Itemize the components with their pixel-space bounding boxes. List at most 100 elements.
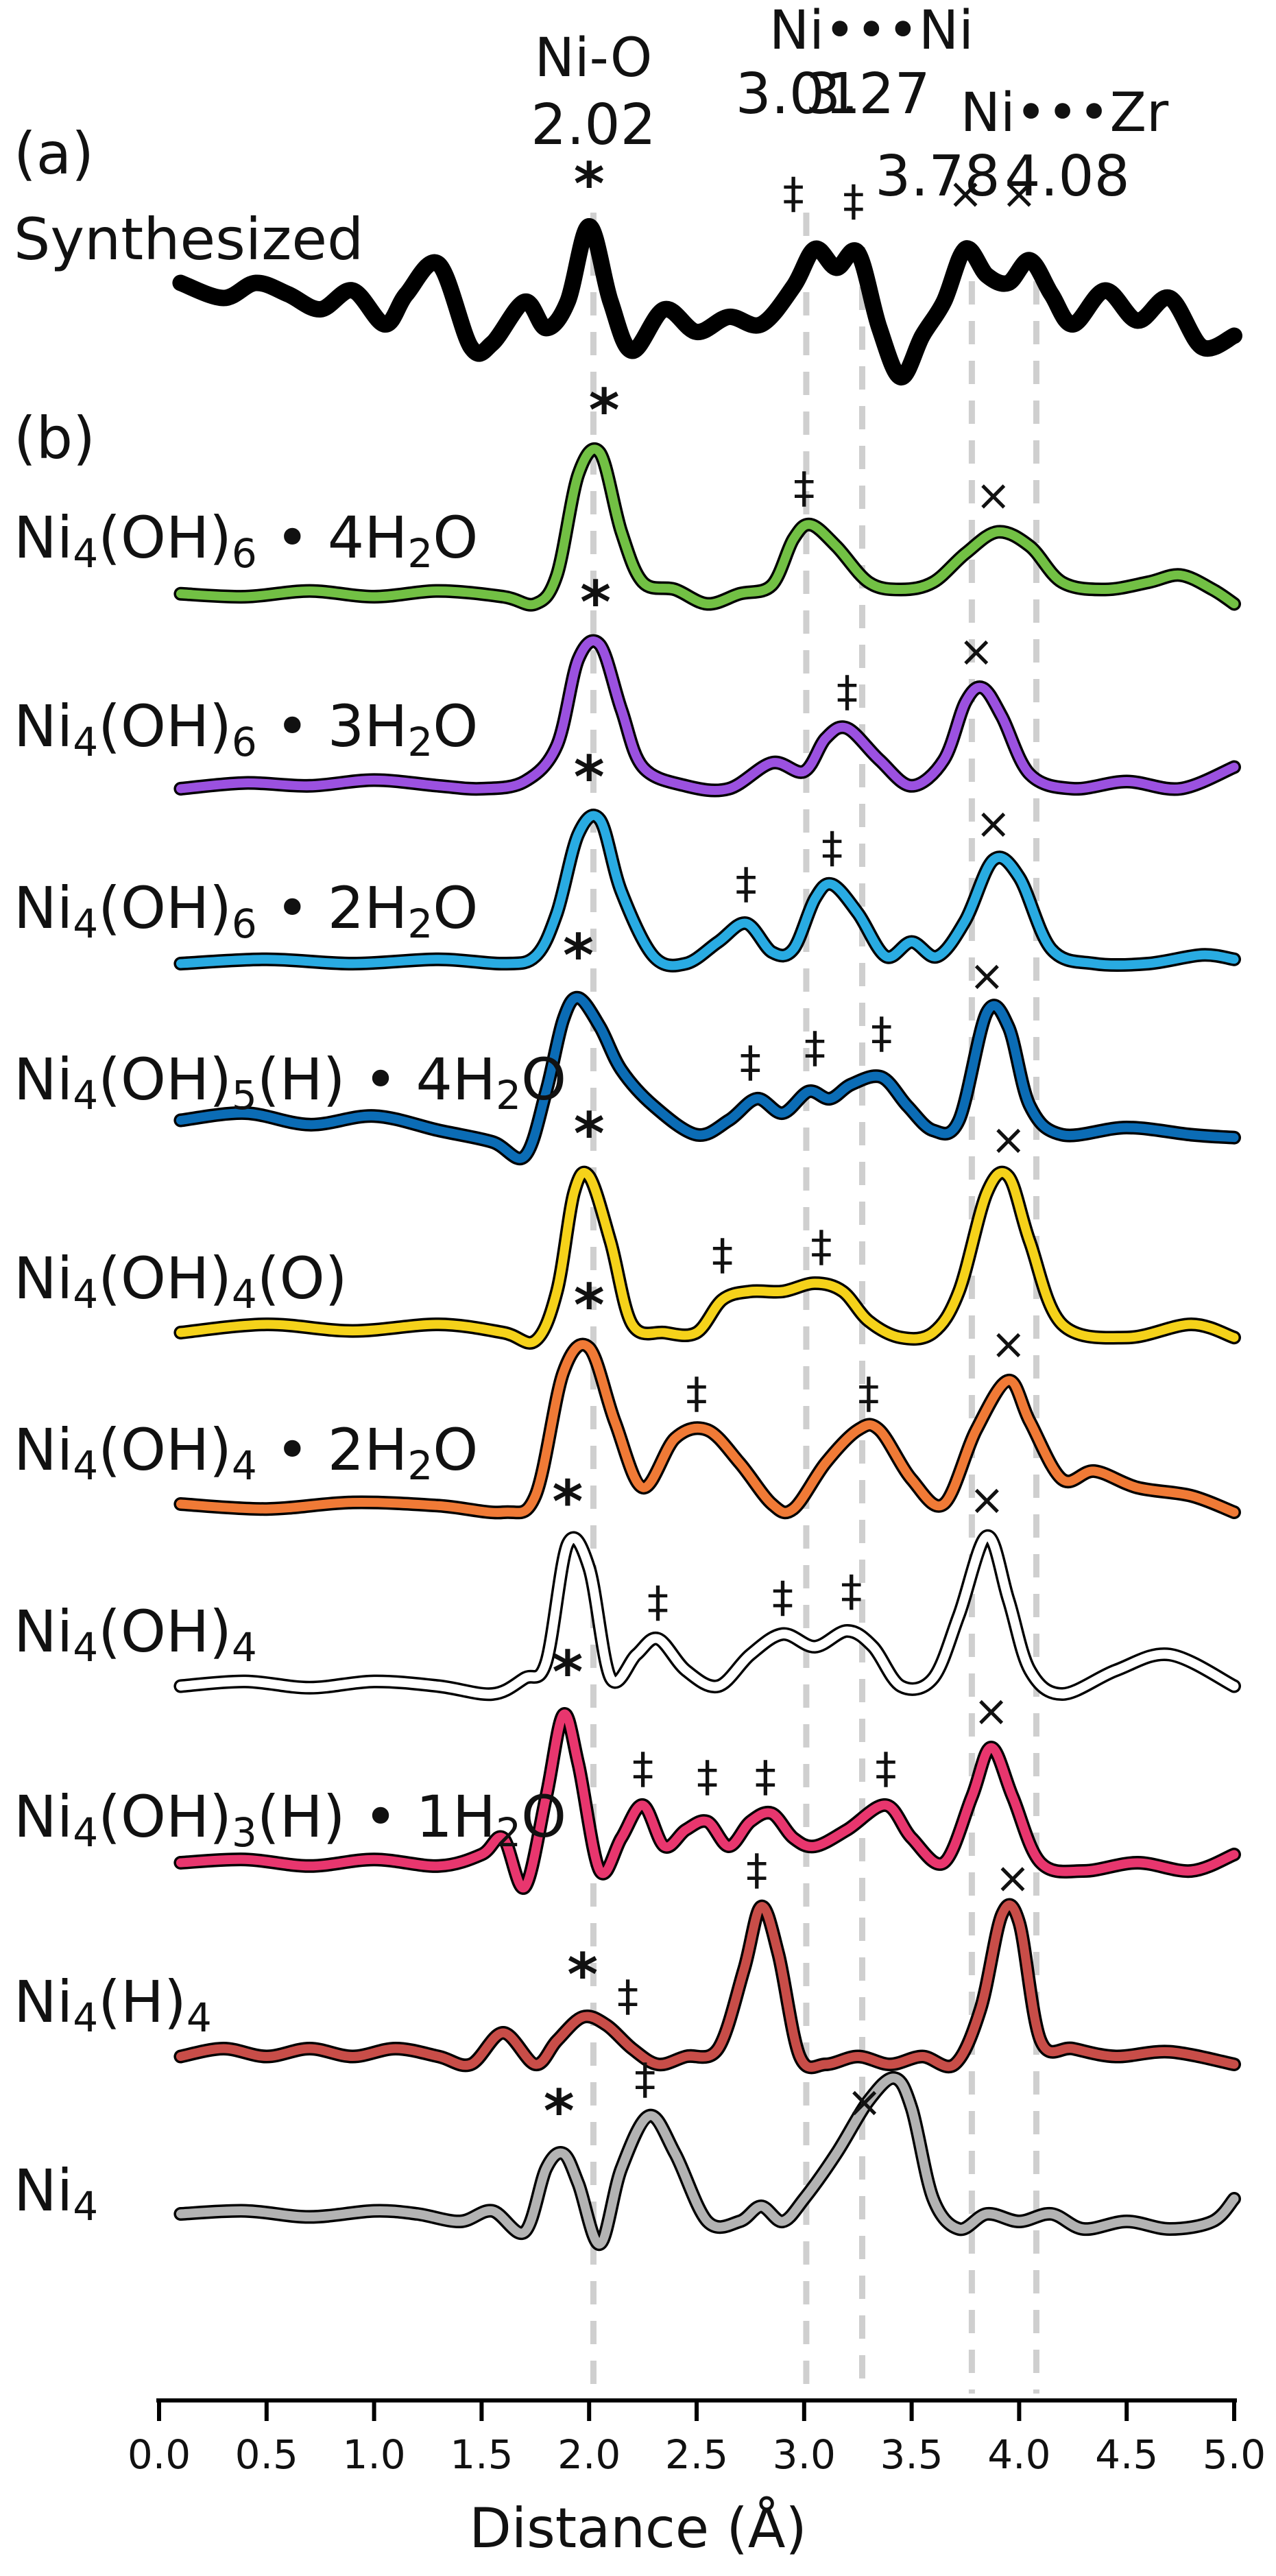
x-axis [156,2398,1237,2421]
marker-ni-o: * [574,1100,605,1169]
marker-ni-zr: × [976,798,1011,848]
marker-ni-ni: ‡ [712,1230,733,1280]
label-text: Ni [14,2157,73,2224]
marker-ni-ni: ‡ [810,1221,832,1272]
marker-ni-zr: × [974,1686,1009,1736]
label-text: • 3H [256,693,408,760]
label-text: O [521,1783,567,1850]
series-label: Ni4(OH)4(O) [14,1245,348,1314]
series-line [176,1709,1239,1893]
series-label-synthesized: Synthesized [14,206,364,273]
label-text: Ni [14,1046,73,1113]
marker-ni-zr: × [1001,169,1037,219]
reference-name: Ni•••Zr [960,82,1169,144]
series-line [176,1168,1239,1348]
marker-ni-ni: ‡ [875,1743,896,1793]
marker-ni-ni: ‡ [843,176,864,226]
marker-ni-zr: × [959,626,994,676]
subscript: 2 [407,901,433,947]
marker-ni-zr: × [948,169,983,219]
subscript: 4 [231,1624,257,1671]
subscript: 4 [73,901,99,947]
series-line-outline [173,1898,1241,2075]
panel-label-a: (a) [14,120,95,187]
label-text: (OH) [98,1046,232,1113]
marker-ni-ni: ‡ [755,1752,776,1802]
label-text: Ni [14,1968,73,2036]
series-label: Ni4(OH)4 • 2H2O [14,1416,478,1486]
marker-ni-o: * [574,743,605,812]
marker-ni-ni: ‡ [736,859,757,909]
series-line-outline [173,1529,1241,1702]
series-label: Ni4 [14,2157,98,2226]
marker-ni-o: * [563,922,594,990]
subscript: 5 [231,1072,257,1119]
label-text: (OH) [98,1416,232,1483]
reference-name: Ni•••Ni [769,0,974,62]
marker-ni-ni: ‡ [783,169,804,219]
marker-ni-o: * [574,1272,605,1340]
x-axis-label: Distance (Å) [469,2496,807,2560]
subscript: 4 [73,1624,99,1671]
series-line [176,1531,1239,1699]
series-label: Ni4(OH)6 • 4H2O [14,504,479,573]
label-text: (H) [98,1968,186,2036]
label-text: (O) [256,1245,348,1312]
x-tick-label: 4.5 [1095,2431,1159,2478]
subscript: 4 [231,1271,257,1317]
subscript: 3 [231,1809,257,1856]
x-tick-label: 0.0 [127,2431,191,2478]
x-tick-label: 1.5 [450,2431,514,2478]
label-text: O [433,504,479,571]
x-tick-label: 5.0 [1202,2431,1266,2478]
marker-ni-ni: ‡ [740,1037,761,1087]
x-tick-label: 2.0 [557,2431,621,2478]
series-label: Ni4(OH)4 [14,1598,257,1667]
subscript: 2 [407,719,433,765]
marker-ni-o: * [574,150,605,219]
marker-ni-zr: × [995,1853,1031,1903]
series-line [172,218,1242,385]
x-tick-label: 1.0 [342,2431,406,2478]
series-label: Ni4(OH)6 • 2H2O [14,874,479,944]
subscript: 6 [231,719,257,765]
marker-ni-ni: ‡ [841,1566,862,1616]
reference-value: 3.01 [735,62,861,127]
subscript: 4 [73,2183,99,2230]
panel-label-b: (b) [14,405,95,472]
label-text: O [433,874,479,942]
series-label: Ni4(OH)6 • 3H2O [14,693,479,762]
reference-value: 2.02 [531,93,656,158]
label-text: Ni [14,1416,73,1483]
subscript: 4 [73,530,99,577]
reference-value: 4.08 [1004,144,1130,209]
marker-ni-zr: × [969,951,1004,1001]
marker-ni-ni: ‡ [632,1743,653,1793]
peak-markers: * ‡ ‡ × × * ‡ × * ‡ × * ‡ ‡ × * ‡ ‡ ‡ × * ‡ ‡ × * ‡ ‡ × * ‡ ‡ ‡ × * ‡ ‡ ‡ ‡ × *… [544,150,1037,2146]
marker-ni-ni: ‡ [836,667,858,717]
label-text: • 2H [256,874,408,942]
series-line [176,2073,1239,2249]
marker-ni-ni: ‡ [804,1023,826,1073]
series-label: Ni4(H)4 [14,1968,212,2038]
subscript: 4 [73,1809,99,1856]
marker-ni-o: * [544,2077,575,2146]
label-text: • 2H [256,1416,408,1483]
label-text: (OH) [98,874,232,942]
x-tick-label: 4.0 [987,2431,1051,2478]
marker-ni-ni: ‡ [647,1577,669,1627]
marker-ni-zr: × [847,2077,882,2127]
marker-ni-zr: × [991,1114,1026,1165]
label-text: • 4H [256,504,408,571]
marker-ni-ni: ‡ [686,1368,708,1418]
marker-ni-ni: ‡ [746,1845,767,1895]
label-text: Ni [14,1598,73,1665]
marker-ni-ni: ‡ [634,2054,655,2104]
marker-ni-zr: × [969,1475,1004,1525]
subscript: 6 [231,530,257,577]
label-text: O [433,693,479,760]
x-tick-label: 3.5 [880,2431,943,2478]
label-text: Ni [14,1245,73,1312]
series-group [172,218,1242,2251]
